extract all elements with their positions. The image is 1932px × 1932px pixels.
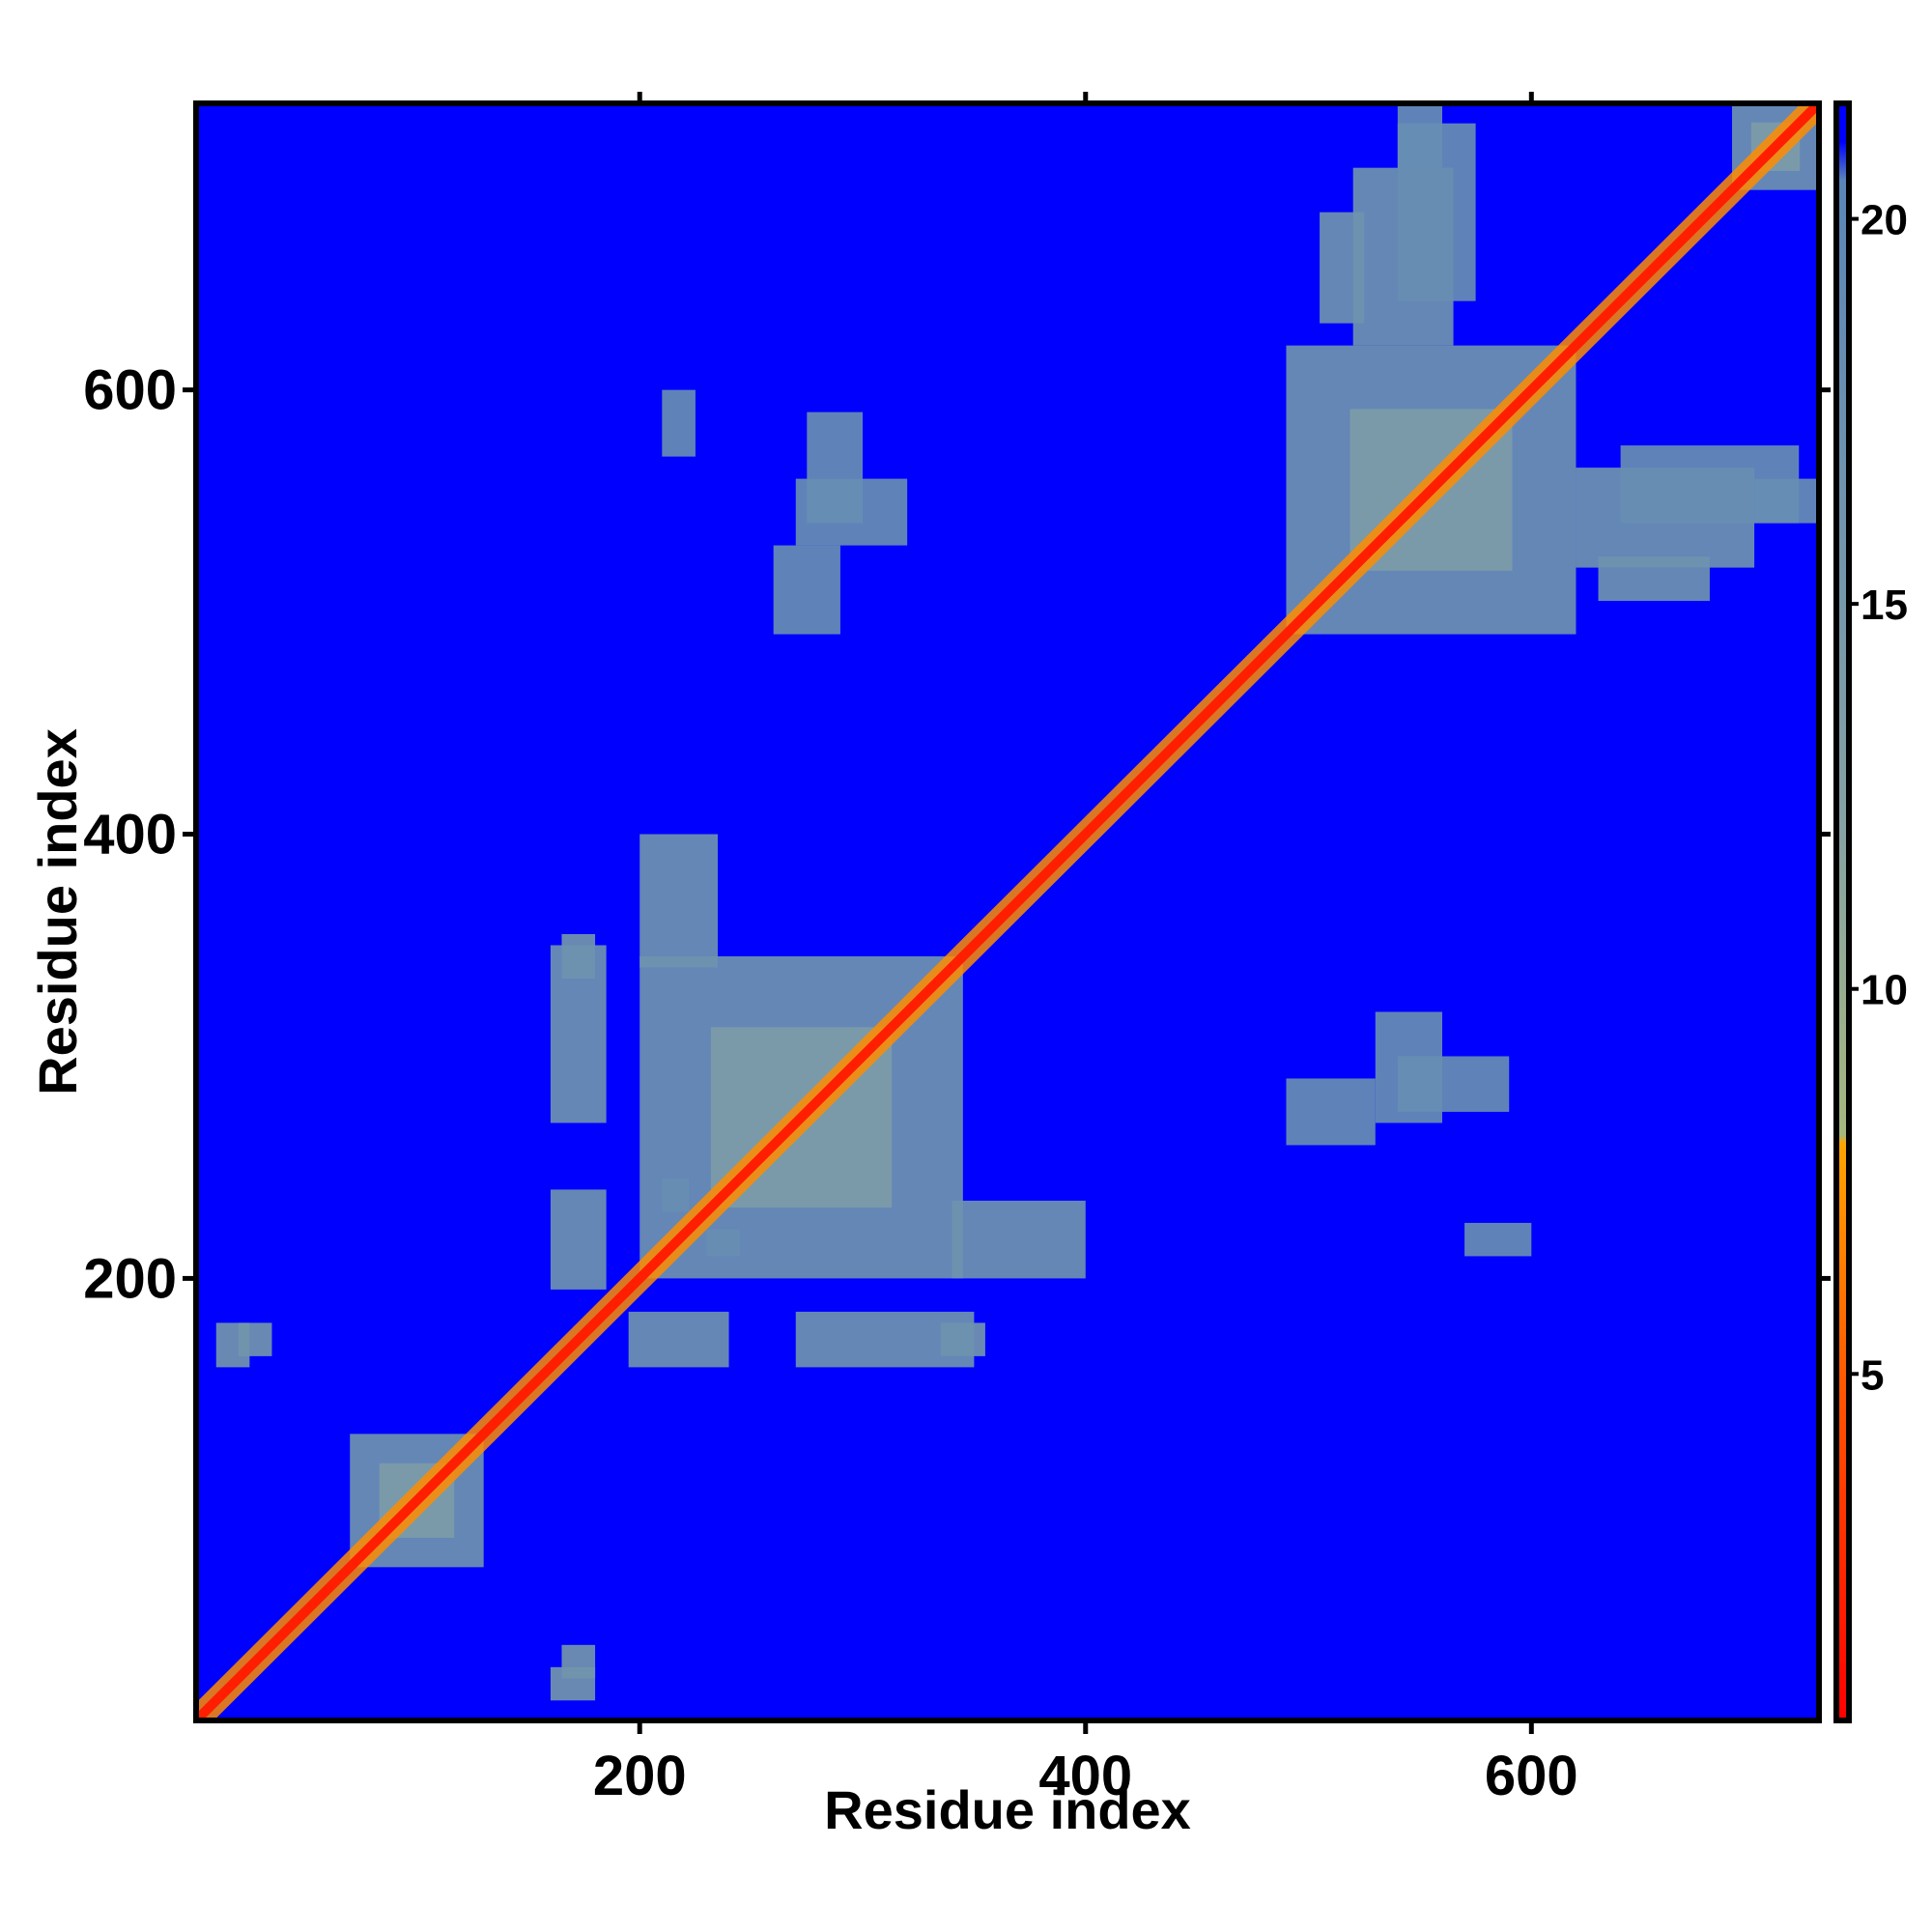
contact-patch-mirror [795,1311,975,1368]
x-axis: 200 400 600 [593,92,1578,1807]
y-axis-label: Residue index [27,728,88,1095]
contact-patch-mirror [1620,445,1800,524]
contact-patch-mirror [639,834,718,968]
colorbar-ticks: 5 10 15 20 [1849,197,1908,1399]
x-tick-label: 400 [1038,1745,1132,1807]
x-axis-label: Residue index [824,1779,1191,1840]
colorbar-gradient [1833,100,1852,1723]
colorbar-tick-label: 10 [1861,967,1908,1014]
contact-patch [550,1666,596,1701]
colorbar-tick-label: 15 [1861,582,1908,629]
x-tick-label: 200 [593,1745,687,1807]
contact-patch-mirror [215,1322,250,1368]
diagonal-line [196,103,1819,1720]
y-tick-label: 600 [83,359,177,422]
colorbar-tick-label: 5 [1861,1351,1884,1399]
heatmap-plot-area [196,103,1819,1720]
contact-patch-mirror [1375,1011,1442,1123]
y-axis: 200 400 600 [83,359,1831,1310]
colorbar: 5 10 15 20 [1833,100,1908,1723]
contact-patch [1464,1222,1532,1257]
colorbar-tick-label: 20 [1861,197,1908,244]
contact-patch-mirror [662,389,696,457]
contact-patch [550,1189,607,1290]
contact-patch [550,945,607,1123]
contact-patch [795,478,908,546]
y-tick-label: 400 [83,804,177,867]
x-tick-label: 600 [1485,1745,1578,1807]
contact-patch [706,1229,741,1257]
contact-patch [1397,123,1476,301]
y-tick-label: 200 [83,1247,177,1310]
contact-patch [1286,1078,1376,1146]
plot-frame [193,100,1822,1723]
contact-patch [952,1200,1086,1279]
contact-patch-mirror [662,1178,689,1212]
contact-patch-mirror [628,1311,729,1368]
contact-patch-mirror [773,545,840,635]
